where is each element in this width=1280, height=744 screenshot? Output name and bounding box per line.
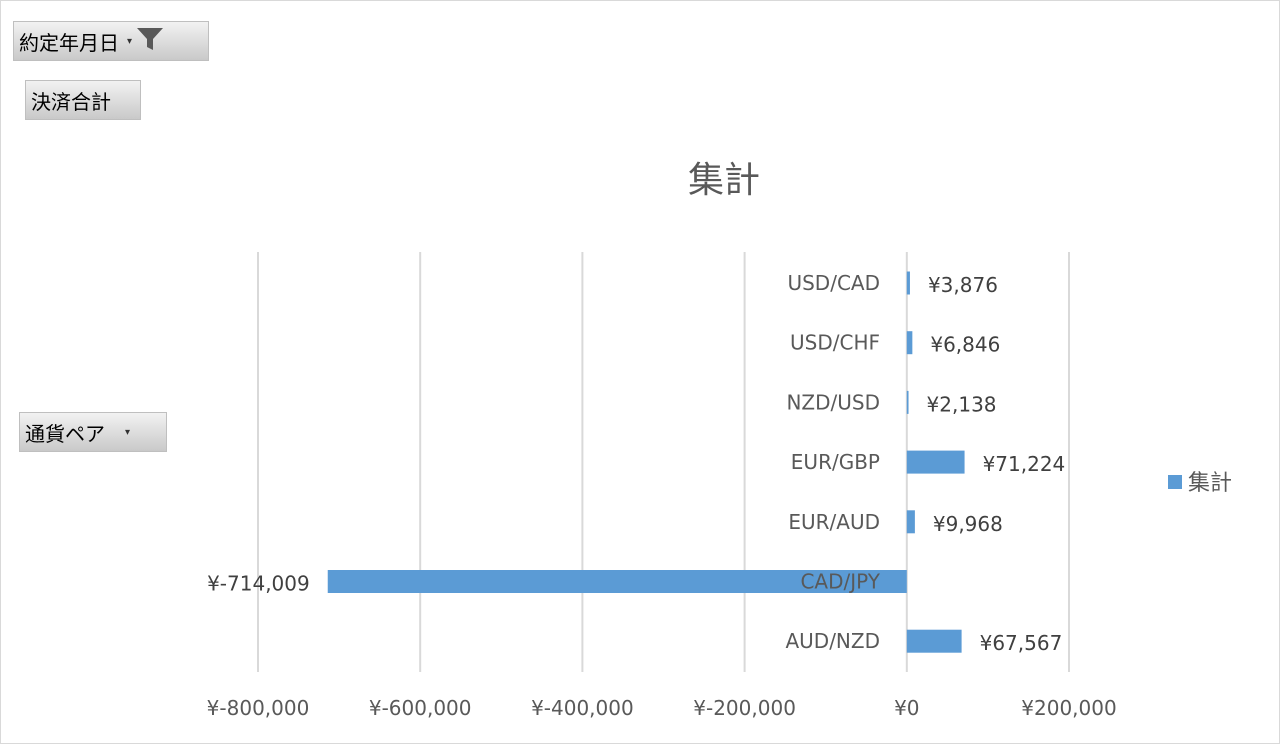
category-label: CAD/JPY (800, 570, 880, 594)
row-field-label: 通貨ペア (25, 421, 105, 446)
legend-swatch (1168, 475, 1182, 489)
bar[interactable] (906, 629, 962, 653)
date-filter-button[interactable]: 約定年月日 ▾ (13, 21, 209, 61)
category-label: EUR/GBP (791, 450, 880, 474)
bar[interactable] (906, 331, 913, 355)
x-tick-label: ¥-200,000 (693, 696, 796, 720)
x-tick-label: ¥0 (894, 696, 919, 720)
dropdown-arrow-icon: ▾ (125, 426, 131, 438)
bar[interactable] (906, 271, 910, 295)
dropdown-arrow-icon: ▾ (127, 35, 133, 47)
category-label: EUR/AUD (788, 510, 880, 534)
x-tick-label: ¥-800,000 (207, 696, 310, 720)
labels: ¥-800,000 ¥-600,000 ¥-400,000 ¥-200,000 ¥0 ¥2… (207, 271, 1117, 720)
value-field-label: 決済合計 (31, 89, 111, 114)
category-label: NZD/USD (786, 390, 880, 414)
bar[interactable] (906, 390, 909, 414)
category-label: USD/CHF (790, 331, 880, 355)
data-label: ¥2,138 (927, 392, 997, 416)
x-tick-label: ¥-600,000 (369, 696, 472, 720)
category-label: AUD/NZD (785, 629, 880, 653)
value-field-button[interactable]: 決済合計 (25, 80, 141, 120)
date-filter-label: 約定年月日 (19, 30, 119, 55)
data-label: ¥-714,009 (207, 572, 310, 596)
x-tick-label: ¥-400,000 (531, 696, 634, 720)
bar[interactable] (906, 510, 915, 534)
bars (327, 271, 965, 653)
data-label: ¥67,567 (980, 631, 1063, 655)
legend-label: 集計 (1188, 471, 1232, 496)
data-label: ¥71,224 (983, 452, 1066, 476)
legend[interactable]: 集計 (1168, 471, 1232, 496)
category-label: USD/CAD (787, 271, 880, 295)
x-tick-label: ¥200,000 (1021, 696, 1116, 720)
chart-title: 集計 (688, 160, 760, 201)
data-label: ¥9,968 (933, 512, 1003, 536)
filter-funnel-icon (136, 26, 164, 57)
data-label: ¥3,876 (928, 273, 998, 297)
bar[interactable] (906, 450, 965, 474)
data-label: ¥6,846 (930, 333, 1000, 357)
bar[interactable] (327, 570, 907, 593)
row-field-button[interactable]: 通貨ペア ▾ (19, 412, 167, 452)
